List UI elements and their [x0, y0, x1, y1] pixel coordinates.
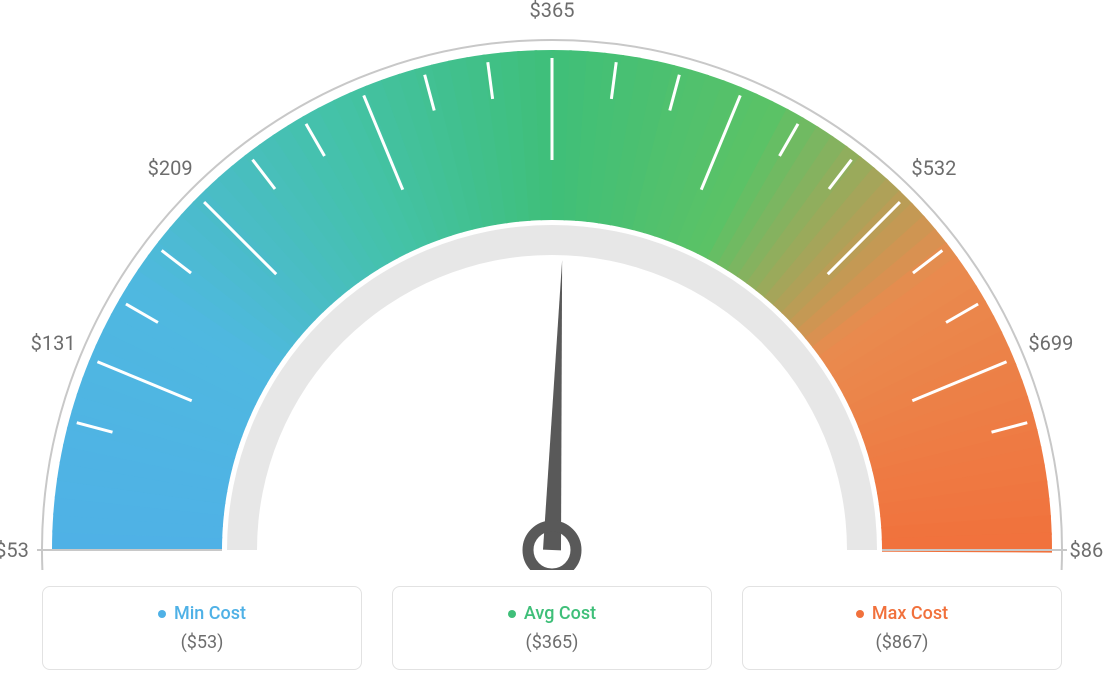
dot-icon	[856, 610, 864, 618]
legend-label: Min Cost	[174, 603, 246, 624]
legend-title-max: Max Cost	[856, 603, 948, 624]
gauge-tick-label: $209	[148, 156, 193, 180]
legend-card-max: Max Cost ($867)	[742, 586, 1062, 671]
legend-card-avg: Avg Cost ($365)	[392, 586, 712, 671]
legend-value: ($53)	[63, 632, 341, 653]
gauge-tick-label: $131	[31, 331, 76, 355]
gauge-tick-label: $532	[911, 156, 956, 180]
gauge-svg	[27, 10, 1077, 570]
legend-value: ($365)	[413, 632, 691, 653]
dot-icon	[508, 610, 516, 618]
legend-label: Avg Cost	[524, 603, 596, 624]
cost-gauge: $53$131$209$365$532$699$867	[27, 10, 1077, 570]
gauge-tick-label: $699	[1028, 331, 1073, 355]
gauge-tick-label: $53	[0, 538, 29, 562]
legend-card-min: Min Cost ($53)	[42, 586, 362, 671]
legend-title-min: Min Cost	[158, 603, 246, 624]
gauge-tick-label: $867	[1070, 538, 1104, 562]
legend-title-avg: Avg Cost	[508, 603, 596, 624]
legend-label: Max Cost	[872, 603, 948, 624]
dot-icon	[158, 610, 166, 618]
legend-value: ($867)	[763, 632, 1041, 653]
gauge-tick-label: $365	[530, 0, 575, 22]
legend-row: Min Cost ($53) Avg Cost ($365) Max Cost …	[0, 586, 1104, 671]
